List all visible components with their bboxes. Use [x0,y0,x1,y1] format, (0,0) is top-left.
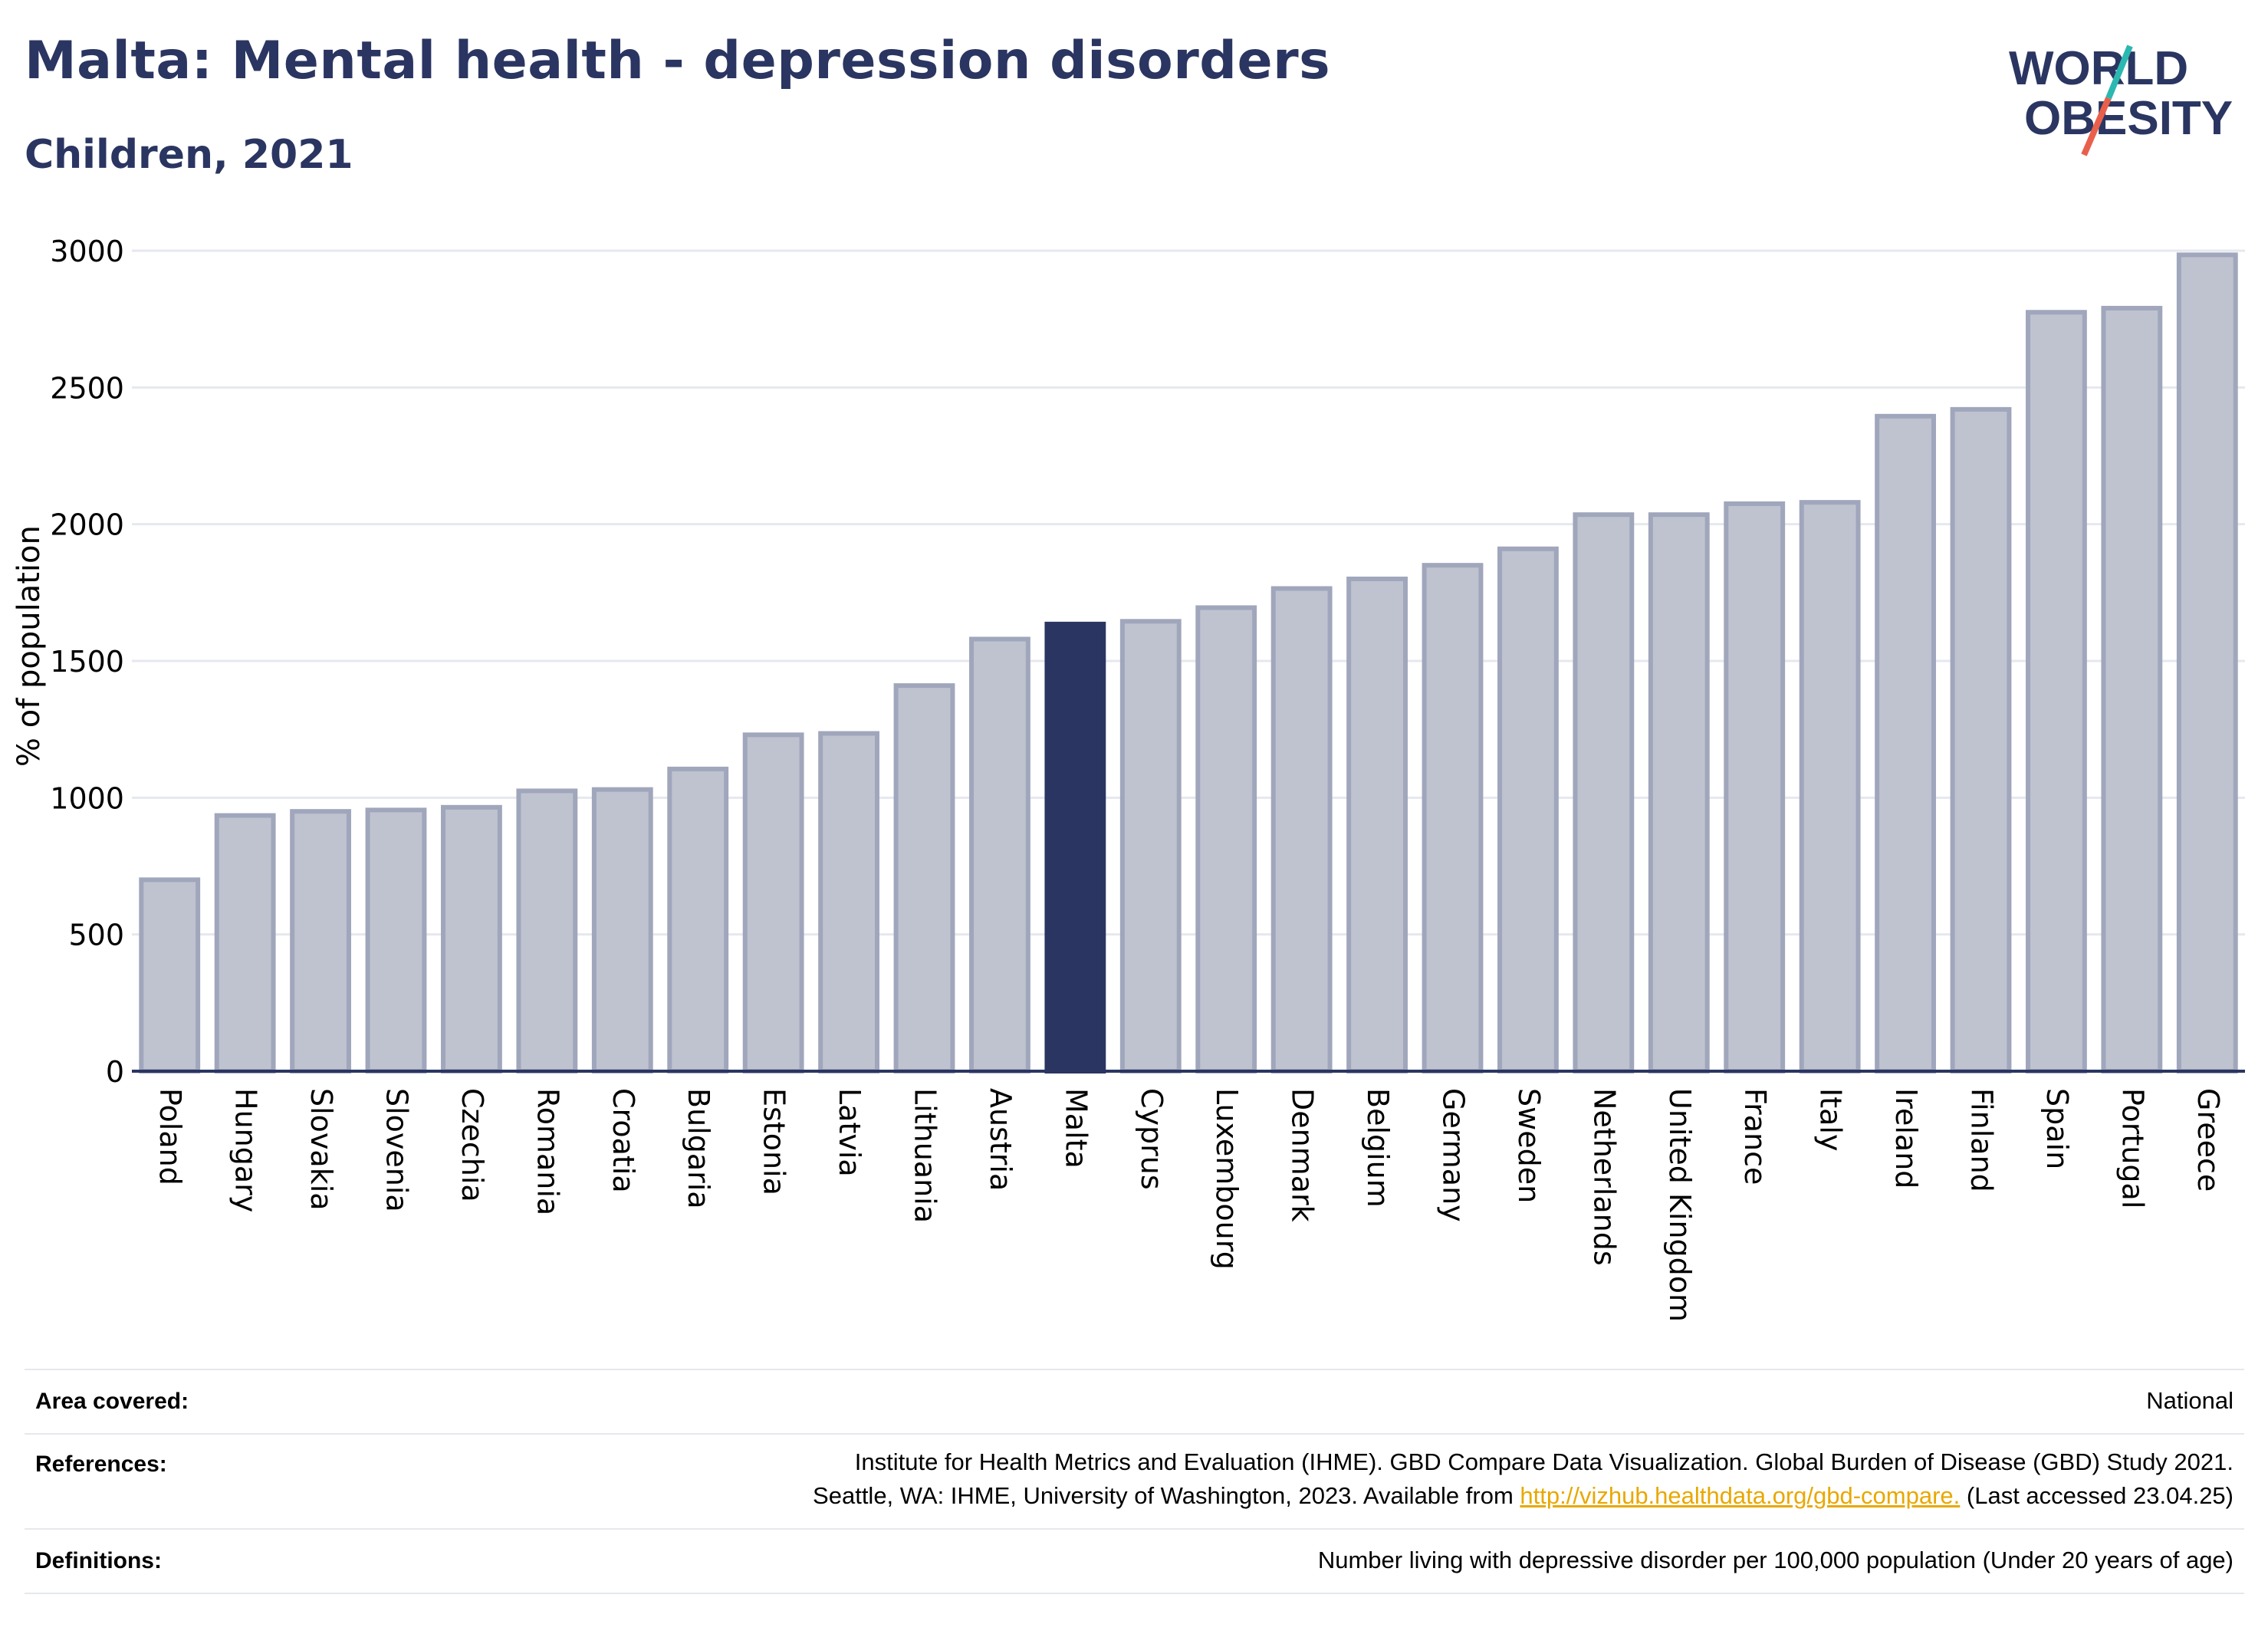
x-tick-label: Croatia [606,1088,640,1193]
bar-belgium [1346,577,1408,1073]
x-tick-label: Lithuania [909,1088,942,1223]
references-line-1: Institute for Health Metrics and Evaluat… [854,1448,2233,1475]
bar-sweden [1497,546,1559,1073]
bar-united-kingdom [1648,512,1710,1073]
x-tick-label: Ireland [1889,1088,1923,1189]
info-divider [25,1433,2244,1435]
x-tick-label: Estonia [758,1088,791,1195]
x-tick-label: Slovakia [304,1088,338,1211]
area-label: Area covered: [35,1389,189,1414]
references-link[interactable]: http://vizhub.healthdata.org/gbd-compare… [1520,1482,1961,1509]
bar-bulgaria [667,766,729,1074]
bar-slovenia [365,807,427,1073]
bar-denmark [1270,586,1333,1073]
y-axis-label: % of population [12,525,47,767]
x-tick-label: Romania [531,1088,564,1215]
x-tick-label: Portugal [2115,1088,2149,1208]
x-tick-label: Poland [153,1088,187,1185]
page-title: Malta: Mental health - depression disord… [25,31,1331,91]
bar-finland [1950,406,2012,1073]
x-tick-label: Denmark [1286,1088,1320,1222]
bar-greece [2176,252,2238,1074]
bar-croatia [591,787,653,1073]
x-tick-label: Italy [1814,1088,1848,1151]
x-tick-label: Malta [1059,1088,1093,1169]
x-tick-label: Czechia [455,1088,489,1202]
references-label: References: [35,1452,167,1477]
definitions-row: Definitions: Number living with depressi… [25,1528,2244,1593]
bar-poland [139,877,201,1074]
logo-slash-red [2081,97,2112,156]
definitions-label: Definitions: [35,1548,162,1573]
area-row: Area covered: National [25,1369,2244,1433]
x-tick-label: Slovenia [380,1088,414,1212]
bar-netherlands [1573,512,1635,1073]
x-tick-label: Cyprus [1135,1088,1169,1190]
x-tick-label: Belgium [1361,1088,1395,1208]
bar-spain [2026,310,2087,1073]
bar-luxembourg [1195,605,1257,1073]
x-tick-label: Finland [1965,1088,1999,1192]
bar-italy [1799,500,1861,1073]
x-tick-label: Latvia [833,1088,866,1177]
x-tick-label: France [1738,1088,1772,1185]
y-tick-label: 1500 [50,645,124,679]
world-obesity-logo: WORLD OBESITY [2009,42,2233,156]
bar-czechia [441,804,502,1073]
x-tick-label: United Kingdom [1663,1088,1697,1322]
bar-latvia [818,731,879,1073]
bar-lithuania [893,683,955,1073]
bar-hungary [214,813,276,1074]
definitions-value: Number living with depressive disorder p… [1317,1547,2233,1573]
y-tick-label: 500 [68,919,124,952]
references-row: References: Institute for Health Metrics… [25,1433,2244,1528]
bar-france [1724,501,1786,1073]
info-divider [25,1528,2244,1530]
references-line-2: Seattle, WA: IHME, University of Washing… [813,1479,2233,1513]
bar-ireland [1875,413,1936,1073]
x-tick-label: Greece [2191,1088,2225,1192]
x-tick-label: Bulgaria [682,1088,715,1209]
y-tick-label: 1000 [50,781,124,815]
logo-text-world: WORLD [2009,42,2188,95]
references-value: Institute for Health Metrics and Evaluat… [813,1445,2233,1513]
x-tick-label: Luxembourg [1210,1088,1244,1270]
x-tick-label: Sweden [1512,1088,1546,1203]
x-tick-label: Spain [2040,1088,2074,1169]
references-accessed: (Last accessed 23.04.25) [1960,1482,2233,1509]
info-divider [25,1593,2244,1594]
x-tick-label: Germany [1437,1088,1471,1222]
page-subtitle: Children, 2021 [25,132,353,178]
x-tick-label: Hungary [229,1088,263,1212]
x-tick-label: Netherlands [1587,1088,1621,1266]
logo-slash-teal [2105,44,2133,100]
bar-estonia [742,732,804,1073]
info-panel: Area covered: National References: Insti… [25,1369,2244,1599]
y-tick-label: 3000 [50,235,124,268]
bar-malta [1044,621,1106,1073]
y-tick-label: 2500 [50,371,124,405]
logo-text-obesity: OBESITY [2024,92,2233,145]
info-divider [25,1369,2244,1370]
bar-austria [969,636,1030,1073]
bar-romania [516,788,578,1073]
area-value: National [2146,1387,2233,1414]
y-tick-label: 0 [106,1055,124,1089]
x-tick-label: Austria [984,1088,1017,1191]
bar-cyprus [1119,619,1182,1073]
bar-chart: 0 500 1000 1500 2000 2500 3000 Poland Hungary Slo… [50,235,2245,1322]
y-tick-label: 2000 [50,508,124,542]
bar-germany [1422,563,1484,1073]
references-text: Seattle, WA: IHME, University of Washing… [813,1482,1520,1509]
bar-slovakia [290,809,351,1073]
bar-portugal [2101,305,2163,1073]
